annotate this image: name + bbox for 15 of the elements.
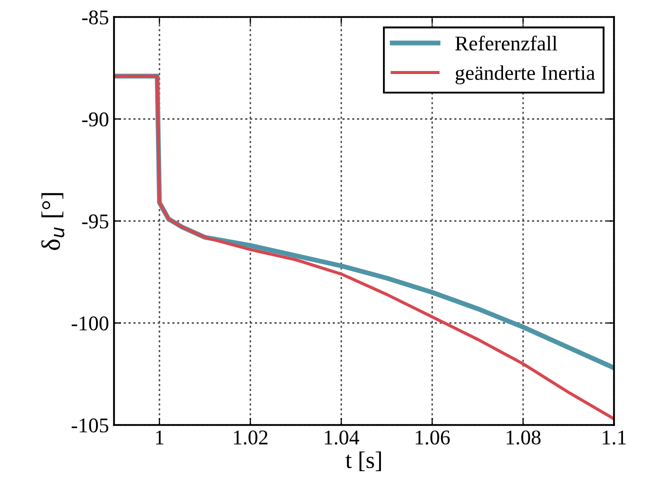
y-tick-label: -100 [72,316,108,330]
y-tick-label: -95 [82,214,108,228]
x-tick-label: 1.02 [234,430,268,445]
x-tick-label: 1.08 [506,430,541,445]
y-tick-label: -105 [72,418,108,432]
legend-label: Referenzfall [455,36,558,51]
y-tick-label: -85 [82,10,108,24]
x-tick-label: 1.06 [416,430,450,445]
x-tick-label: 1.04 [324,430,360,445]
x-tick-label: 1 [156,430,164,444]
x-tick-label: 1.1 [602,430,626,445]
x-axis-title: t [s] [346,452,381,472]
legend-label: geänderte Inertia [456,65,595,84]
y-tick-label: -90 [82,112,108,126]
y-axis-title: δ$_{u}$ [°] [41,193,64,250]
